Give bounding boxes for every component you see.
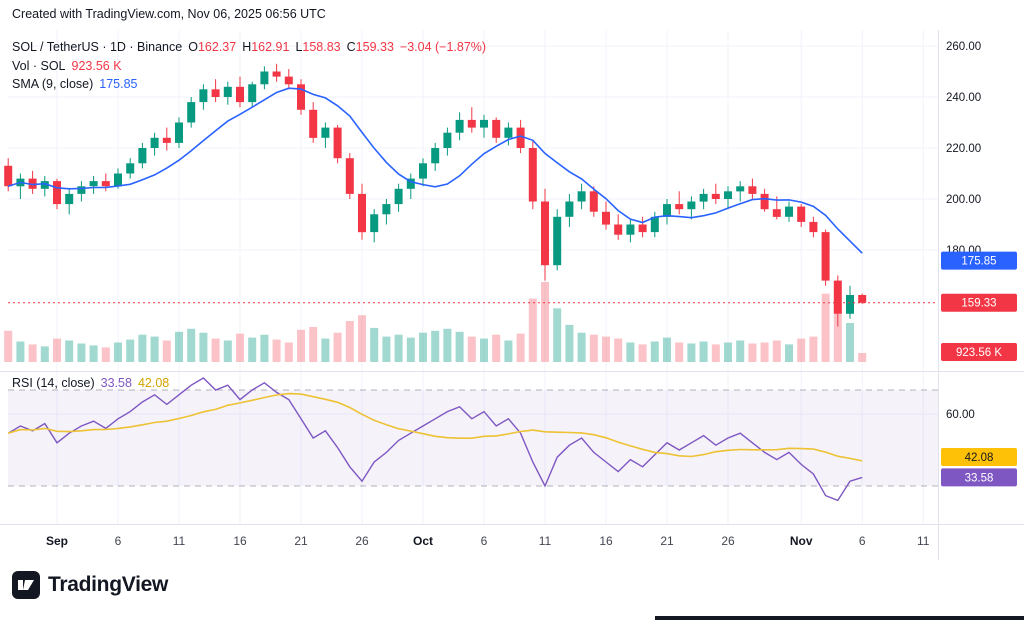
svg-text:33.58: 33.58 (965, 472, 994, 484)
svg-text:175.85: 175.85 (961, 256, 996, 268)
svg-text:26: 26 (355, 534, 369, 548)
svg-text:21: 21 (660, 534, 674, 548)
svg-text:21: 21 (294, 534, 308, 548)
sma-value: 175.85 (99, 77, 138, 91)
change-value: −3.04 (−1.87%) (399, 40, 487, 54)
pane-separators (0, 30, 1024, 560)
rsi-ma-value: 42.08 (137, 376, 170, 390)
rsi-value: 33.58 (100, 376, 132, 390)
close-value: 159.33 (355, 40, 394, 54)
volume-bars (4, 282, 867, 362)
svg-text:260.00: 260.00 (946, 41, 981, 53)
svg-text:923.56 K: 923.56 K (956, 347, 1002, 359)
rsi-ma-line (7, 392, 863, 462)
svg-text:11: 11 (173, 534, 186, 548)
close-label: C (346, 40, 356, 54)
bottom-edge-strip (655, 616, 1024, 620)
candlesticks (4, 63, 867, 327)
svg-text:159.33: 159.33 (961, 298, 996, 310)
rsi-legend: RSI (14, close) 33.58 42.08 (12, 374, 169, 393)
svg-text:11: 11 (539, 534, 552, 548)
svg-text:42.08: 42.08 (965, 452, 994, 464)
volume-legend-row: Vol · SOL 923.56 K (12, 57, 486, 76)
tradingview-logo-icon (12, 571, 40, 599)
low-label: L (295, 40, 303, 54)
rsi-label: RSI (14, close) (12, 376, 95, 390)
svg-text:Sep: Sep (46, 534, 68, 548)
svg-text:60.00: 60.00 (946, 409, 975, 421)
volume-label: Vol · SOL (12, 58, 66, 73)
svg-text:6: 6 (481, 534, 488, 548)
svg-text:240.00: 240.00 (946, 92, 981, 104)
tradingview-footer[interactable]: TradingView (12, 571, 168, 599)
symbol-legend-row: SOL / TetherUS · 1D · Binance O162.37 H162… (12, 38, 486, 57)
svg-text:Oct: Oct (413, 534, 433, 548)
high-label: H (242, 40, 252, 54)
main-legend: SOL / TetherUS · 1D · Binance O162.37 H162… (12, 38, 486, 94)
svg-text:220.00: 220.00 (946, 143, 981, 155)
tradingview-wordmark: TradingView (48, 573, 169, 596)
open-value: 162.37 (197, 40, 237, 54)
svg-text:6: 6 (115, 534, 122, 548)
open-label: O (188, 40, 198, 54)
sma-legend-row: SMA (9, close) 175.85 (12, 75, 486, 94)
sma-label: SMA (9, close) (12, 77, 94, 91)
svg-text:26: 26 (721, 534, 735, 548)
grid-lines (8, 30, 938, 524)
high-value: 162.91 (251, 40, 290, 54)
indicator-lines (7, 87, 938, 502)
low-value: 158.83 (302, 40, 341, 54)
svg-text:200.00: 200.00 (946, 194, 981, 206)
axis-badges: 175.85 159.33 923.56 K 42.08 33.58 (941, 251, 1017, 487)
symbol-title: SOL / TetherUS · 1D · Binance (12, 40, 183, 54)
sma-line (7, 87, 863, 254)
creation-note: Created with TradingView.com, Nov 06, 20… (12, 7, 326, 21)
svg-text:16: 16 (233, 534, 247, 548)
rsi-line (7, 377, 863, 502)
volume-value: 923.56 K (71, 58, 122, 73)
svg-text:11: 11 (917, 534, 930, 548)
svg-text:16: 16 (599, 534, 613, 548)
svg-text:Nov: Nov (790, 534, 813, 548)
svg-text:6: 6 (859, 534, 866, 548)
